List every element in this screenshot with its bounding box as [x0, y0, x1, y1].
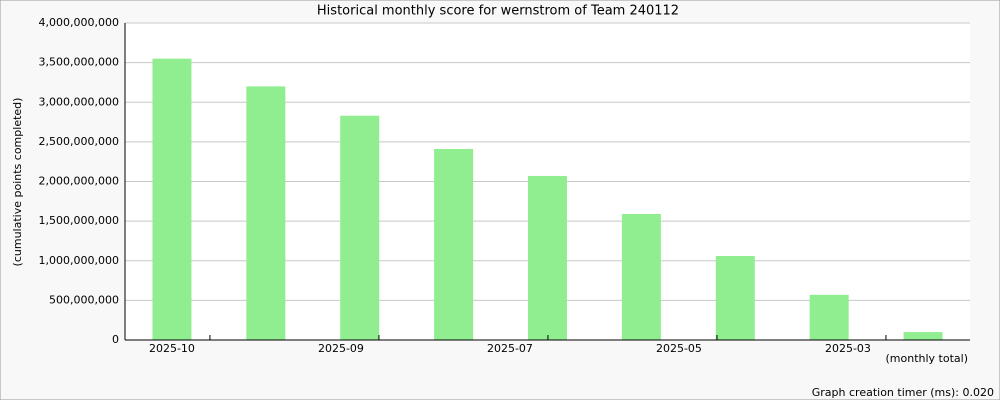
bar: [340, 115, 380, 340]
y-tick-label: 0: [112, 333, 119, 346]
y-tick-label: 3,500,000,000: [39, 56, 119, 69]
bar: [715, 255, 755, 340]
x-tick-label: 2025-09: [318, 342, 364, 355]
x-tick-label: 2025-10: [149, 342, 195, 355]
x-axis-label: (monthly total): [886, 352, 969, 365]
x-tick-label: 2025-07: [487, 342, 533, 355]
bar: [246, 86, 286, 341]
y-tick-label: 3,000,000,000: [39, 95, 119, 108]
y-tick-label: 2,000,000,000: [39, 175, 119, 188]
bar: [528, 175, 567, 340]
y-tick-label: 1,500,000,000: [39, 214, 119, 227]
y-axis-label: (cumulative points completed): [11, 98, 24, 267]
x-tick-label: 2025-05: [656, 342, 702, 355]
chart-title: Historical monthly score for wernstrom o…: [317, 4, 679, 19]
footnote: Graph creation timer (ms): 0.020: [812, 386, 994, 399]
y-tick-label: 4,000,000,000: [39, 16, 119, 29]
bar: [152, 58, 192, 340]
bar: [621, 213, 661, 340]
bar: [903, 332, 943, 340]
y-tick-label: 1,000,000,000: [39, 254, 119, 267]
y-tick-label: 500,000,000: [49, 293, 119, 306]
bar: [809, 294, 849, 340]
y-tick-label: 2,500,000,000: [39, 135, 119, 148]
x-tick-label: 2025-03: [825, 342, 871, 355]
bar: [434, 149, 474, 340]
